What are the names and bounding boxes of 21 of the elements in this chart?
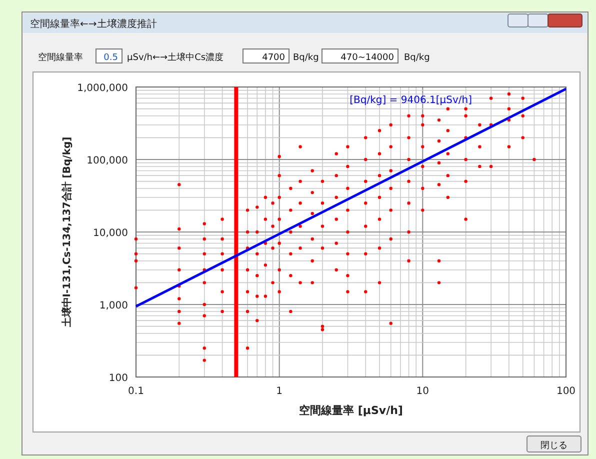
x-tick-label: 0.1: [128, 386, 144, 397]
x-axis-title: 空間線量率 [μSv/h]: [299, 404, 403, 417]
y-tick-label: 10,000: [93, 228, 128, 239]
text: 4700: [262, 53, 286, 63]
y-axis-title: 土壌中I-131,Cs-134,137合計 [Bq/kg]: [61, 136, 73, 328]
y-tick-label: 1,000,000: [77, 83, 128, 94]
text: 空間線量率: [38, 52, 83, 63]
x-tick-label: 100: [556, 386, 576, 397]
text: μSv/h←→土壌中Cs濃度: [127, 52, 224, 63]
text: Bq/kg: [293, 53, 319, 63]
y-tick-label: 100: [108, 373, 128, 384]
chart-title: 空間線量率←→土壌濃度推計: [30, 18, 157, 30]
y-tick-label: 1,000: [99, 300, 128, 312]
text: 閉じる: [540, 440, 568, 451]
annotation: [Bq/kg] = 9406.1[μSv/h]: [350, 95, 472, 106]
text: 0.5: [104, 53, 118, 63]
y-tick-label: 100,000: [86, 156, 128, 166]
text: Bq/kg: [404, 53, 430, 63]
x-tick-label: 10: [416, 386, 430, 397]
text: 470~14000: [340, 53, 394, 63]
x-tick-label: 1: [276, 386, 283, 397]
